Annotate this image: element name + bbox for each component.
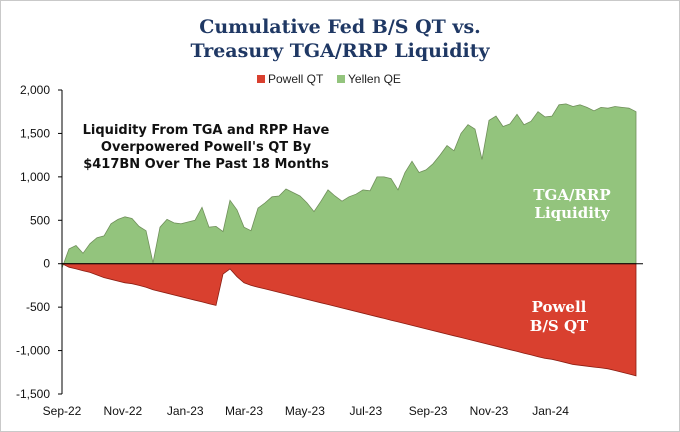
series-area-powell-qt (61, 263, 637, 377)
chart-title-line-1: Cumulative Fed B/S QT vs. (199, 16, 481, 38)
x-tick-label: Jan-24 (532, 404, 569, 418)
y-tick-label: -1,000 (16, 344, 50, 358)
chart-title-line-2: Treasury TGA/RRP Liquidity (190, 40, 490, 62)
y-tick-label: 1,000 (20, 170, 50, 184)
x-axis-ticks: Sep-22 Nov-22 Jan-23 Mar-23 May-23 Jul-23 Sep-… (43, 404, 570, 418)
y-axis-ticks: 2,000 1,500 1,000 500 0 -500 -1,000 -1,500 (16, 83, 62, 401)
legend: Powell QT Yellen QE (257, 72, 401, 86)
x-tick-label: Nov-23 (470, 404, 509, 418)
x-tick-label: Jul-23 (349, 404, 382, 418)
annotation-line-1: Liquidity From TGA and RPP Have (83, 123, 330, 138)
legend-swatch-yellen (337, 75, 345, 83)
x-tick-label: Sep-23 (409, 404, 448, 418)
annotation-line-3: $417BN Over The Past 18 Months (83, 157, 329, 172)
y-tick-label: 1,500 (20, 126, 50, 140)
area-label-powell-1: Powell (532, 298, 587, 316)
area-label-yellen-1: TGA/RRP (533, 186, 610, 204)
y-tick-label: 2,000 (20, 83, 50, 97)
y-tick-label: 500 (30, 213, 50, 227)
x-tick-label: Nov-22 (104, 404, 143, 418)
series-area-yellen-qe (61, 103, 637, 269)
x-tick-label: Mar-23 (225, 404, 263, 418)
y-tick-label: -500 (26, 300, 50, 314)
x-tick-label: Jan-23 (167, 404, 204, 418)
y-tick-label: -1,500 (16, 387, 50, 401)
area-label-powell-2: B/S QT (530, 317, 589, 335)
legend-label-powell: Powell QT (268, 72, 324, 86)
legend-swatch-powell (257, 75, 265, 83)
legend-label-yellen: Yellen QE (348, 72, 401, 86)
area-label-yellen-2: Liquidity (534, 204, 610, 222)
x-tick-label: May-23 (285, 404, 325, 418)
x-tick-label: Sep-22 (43, 404, 82, 418)
y-tick-label: 0 (43, 257, 50, 271)
annotation-line-2: Overpowered Powell's QT By (101, 140, 312, 155)
